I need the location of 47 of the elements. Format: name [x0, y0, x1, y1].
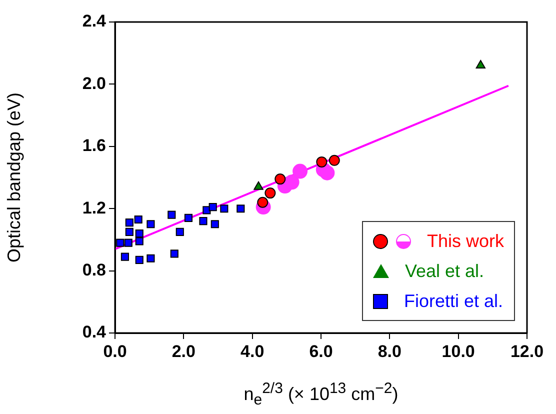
legend-label: This work — [427, 230, 504, 252]
x-tick-label: 6.0 — [309, 342, 333, 361]
point — [135, 256, 144, 264]
point — [135, 229, 144, 238]
point — [124, 238, 132, 247]
x-tick-label: 12.0 — [510, 342, 544, 361]
point — [199, 217, 208, 226]
point — [236, 204, 245, 213]
x-tick-label: 10.0 — [442, 342, 475, 361]
point — [184, 214, 193, 222]
point — [120, 252, 129, 261]
point — [284, 174, 300, 190]
y-tick-label: 2.0 — [82, 74, 106, 93]
x-tick-label: 2.0 — [172, 342, 196, 361]
y-tick-label: 0.8 — [82, 260, 106, 280]
x-tick-label: 4.0 — [240, 342, 264, 361]
x-tick-label: 8.0 — [378, 342, 402, 361]
point — [116, 238, 124, 247]
point — [208, 203, 217, 212]
point — [176, 228, 184, 236]
point — [170, 250, 178, 258]
point — [125, 218, 134, 227]
point — [210, 220, 219, 228]
point — [220, 204, 228, 213]
point — [264, 188, 276, 199]
x-axis-title: n$_{e}$$^{2/3}$ (× 10$^{13}$ cm$^{−2}$) — [242, 380, 400, 409]
y-tick-label: 0.4 — [82, 322, 107, 342]
point — [476, 60, 486, 69]
legend-label: Fioretti et al. — [404, 290, 504, 312]
y-tick-label: 1.2 — [82, 198, 106, 218]
point — [168, 210, 176, 219]
point — [254, 181, 264, 190]
legend-label: Veal et al. — [405, 260, 484, 282]
y-tick-label: 2.4 — [82, 12, 107, 31]
point — [320, 165, 335, 180]
x-tick-label: 0.0 — [103, 342, 127, 361]
point — [274, 174, 286, 185]
point — [328, 154, 340, 166]
y-axis-title: Optical bandgap (eV) — [4, 92, 24, 263]
point — [316, 156, 328, 168]
point — [134, 215, 142, 224]
point — [146, 220, 155, 228]
y-tick-label: 1.6 — [82, 136, 106, 156]
point — [292, 164, 308, 179]
point — [146, 254, 155, 262]
point — [135, 237, 144, 246]
point — [125, 228, 134, 236]
